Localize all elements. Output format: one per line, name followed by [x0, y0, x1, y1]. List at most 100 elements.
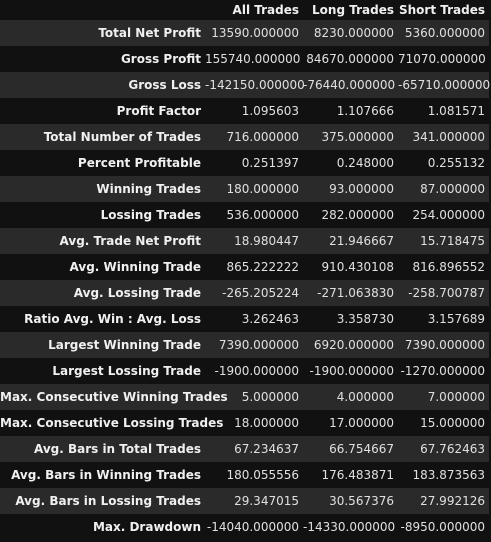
table-row: Gross Loss -142150.000000 -76440.000000 -65… — [0, 72, 491, 98]
cell-short-trades: 341.000000 — [412, 130, 485, 144]
header-label-column — [0, 0, 205, 20]
cell-all-trades: 18.000000 — [234, 416, 299, 430]
cell-all-trades: 716.000000 — [226, 130, 299, 144]
row-label: Avg. Bars in Total Trades — [33, 442, 201, 456]
table-row: Max. Consecutive Winning Trades 5.000000 4… — [0, 384, 489, 410]
cell-long-trades: 8230.000000 — [313, 26, 394, 40]
row-label: Gross Profit — [120, 52, 201, 66]
cell-short-trades: 5360.000000 — [404, 26, 485, 40]
cell-short-trades: 27.992126 — [420, 494, 485, 508]
row-label: Avg. Bars in Lossing Trades — [15, 494, 201, 508]
table-row: Percent Profitable 0.251397 0.248000 0.2551… — [0, 150, 489, 176]
table-row: Gross Profit 155740.000000 84670.000000 710… — [0, 46, 489, 72]
cell-short-trades: 0.255132 — [427, 156, 485, 170]
cell-short-trades: 67.762463 — [420, 442, 485, 456]
cell-long-trades: -271.063830 — [317, 286, 394, 300]
cell-long-trades: 0.248000 — [336, 156, 394, 170]
cell-long-trades: -1900.000000 — [309, 364, 395, 378]
cell-all-trades: 29.347015 — [234, 494, 299, 508]
cell-all-trades: 67.234637 — [234, 442, 299, 456]
cell-all-trades: 13590.000000 — [211, 26, 299, 40]
cell-all-trades: 5.000000 — [241, 390, 299, 404]
cell-short-trades: -65710.000000 — [398, 78, 491, 92]
table-row: Largest Lossing Trade -1900.000000 -1900.0… — [0, 358, 489, 384]
row-label: Profit Factor — [116, 104, 201, 118]
cell-long-trades: 1.107666 — [336, 104, 394, 118]
table-row: Avg. Bars in Lossing Trades 29.347015 30.5… — [0, 488, 489, 514]
row-label: Lossing Trades — [100, 208, 201, 222]
cell-short-trades: 71070.000000 — [398, 52, 486, 66]
cell-long-trades: 93.000000 — [329, 182, 394, 196]
row-label: Max. Consecutive Lossing Trades — [0, 416, 224, 430]
table-body: Total Net Profit 13590.000000 8230.000000 5… — [0, 20, 491, 540]
table-row: Largest Winning Trade 7390.000000 6920.000… — [0, 332, 489, 358]
table-row: Max. Drawdown -14040.000000 -14330.000000-… — [0, 514, 489, 540]
header-short-trades: Short Trades — [398, 0, 489, 20]
row-label: Total Net Profit — [98, 26, 201, 40]
cell-short-trades: -1270.000000 — [400, 364, 486, 378]
cell-long-trades: 30.567376 — [329, 494, 394, 508]
cell-short-trades: 87.000000 — [420, 182, 485, 196]
row-label: Avg. Bars in Winning Trades — [11, 468, 201, 482]
cell-short-trades: 7.000000 — [427, 390, 485, 404]
row-label: Largest Winning Trade — [48, 338, 201, 352]
header-long-trades: Long Trades — [303, 0, 398, 20]
cell-all-trades: 18.980447 — [234, 234, 299, 248]
header-all-trades: All Trades — [205, 0, 303, 20]
cell-all-trades: 3.262463 — [241, 312, 299, 326]
cell-long-trades: 375.000000 — [321, 130, 394, 144]
table-row: Avg. Winning Trade 865.222222 910.430108 81… — [0, 254, 489, 280]
table-row: Avg. Bars in Total Trades 67.234637 66.754… — [0, 436, 489, 462]
cell-short-trades: 254.000000 — [412, 208, 485, 222]
row-label: Total Number of Trades — [43, 130, 201, 144]
cell-long-trades: 4.000000 — [336, 390, 394, 404]
cell-all-trades: 180.055556 — [226, 468, 299, 482]
table-row: Total Net Profit 13590.000000 8230.000000 5… — [0, 20, 489, 46]
cell-long-trades: -76440.000000 — [303, 78, 396, 92]
cell-all-trades: -142150.000000 — [205, 78, 305, 92]
cell-short-trades: 7390.000000 — [404, 338, 485, 352]
cell-long-trades: 3.358730 — [336, 312, 394, 326]
cell-long-trades: 910.430108 — [321, 260, 394, 274]
row-label: Max. Drawdown — [92, 520, 201, 534]
cell-all-trades: 1.095603 — [241, 104, 299, 118]
row-label: Winning Trades — [96, 182, 201, 196]
table-row: Lossing Trades 536.000000 282.000000 254.00… — [0, 202, 489, 228]
row-label: Avg. Lossing Trade — [73, 286, 201, 300]
cell-short-trades: -258.700787 — [408, 286, 485, 300]
cell-all-trades: 536.000000 — [226, 208, 299, 222]
table-row: Ratio Avg. Win : Avg. Loss 3.262463 3.3587… — [0, 306, 489, 332]
row-label: Gross Loss — [128, 78, 201, 92]
cell-long-trades: 6920.000000 — [313, 338, 394, 352]
table-row: Avg. Trade Net Profit 18.980447 21.946667 1… — [0, 228, 489, 254]
row-label: Max. Consecutive Winning Trades — [0, 390, 228, 404]
table-row: Profit Factor 1.095603 1.107666 1.081571 — [0, 98, 489, 124]
cell-short-trades: -8950.000000 — [400, 520, 486, 534]
row-label: Avg. Winning Trade — [69, 260, 201, 274]
cell-all-trades: 155740.000000 — [205, 52, 301, 66]
table-row: Avg. Lossing Trade -265.205224 -271.063830… — [0, 280, 489, 306]
cell-long-trades: 17.000000 — [329, 416, 394, 430]
cell-long-trades: 282.000000 — [321, 208, 394, 222]
cell-short-trades: 3.157689 — [427, 312, 485, 326]
table-row: Total Number of Trades 716.000000 375.0000… — [0, 124, 489, 150]
cell-all-trades: 0.251397 — [241, 156, 299, 170]
table-row: Max. Consecutive Lossing Trades 18.000000… — [0, 410, 489, 436]
cell-all-trades: 7390.000000 — [218, 338, 299, 352]
table-header: All Trades Long Trades Short Trades — [0, 0, 489, 20]
cell-long-trades: 66.754667 — [329, 442, 394, 456]
table-row: Winning Trades 180.000000 93.000000 87.0000… — [0, 176, 489, 202]
row-label: Ratio Avg. Win : Avg. Loss — [24, 312, 201, 326]
cell-all-trades: -1900.000000 — [214, 364, 300, 378]
cell-short-trades: 816.896552 — [412, 260, 485, 274]
cell-long-trades: 84670.000000 — [306, 52, 394, 66]
cell-all-trades: -265.205224 — [222, 286, 299, 300]
cell-long-trades: -14330.000000 — [303, 520, 396, 534]
cell-short-trades: 15.718475 — [420, 234, 485, 248]
table-row: Avg. Bars in Winning Trades 180.055556 176… — [0, 462, 489, 488]
cell-short-trades: 183.873563 — [412, 468, 485, 482]
cell-long-trades: 176.483871 — [321, 468, 394, 482]
cell-all-trades: -14040.000000 — [206, 520, 299, 534]
cell-short-trades: 15.000000 — [420, 416, 485, 430]
